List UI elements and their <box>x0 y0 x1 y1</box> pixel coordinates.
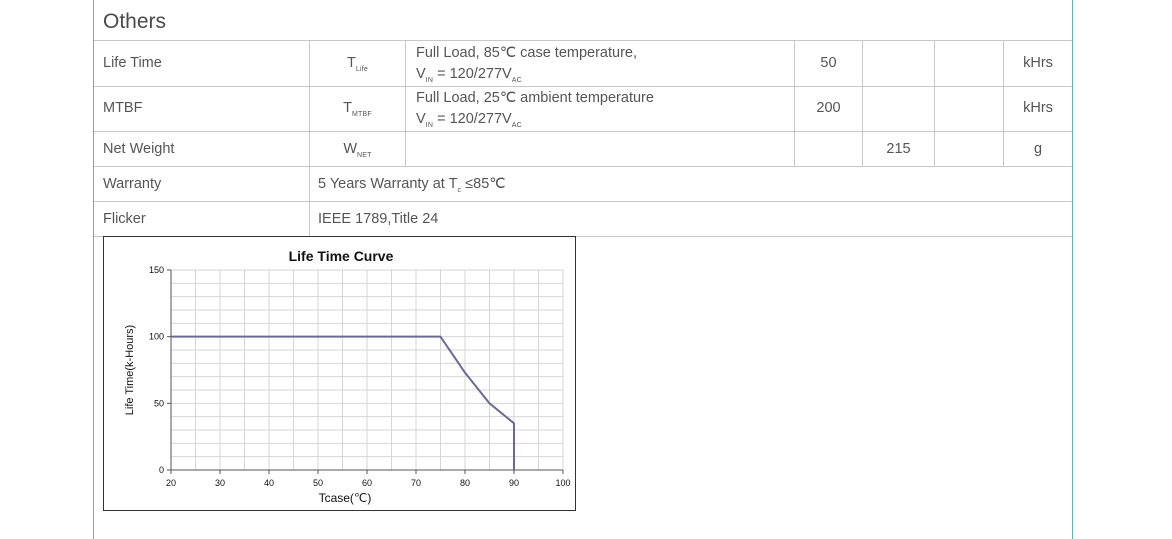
y-tick-label: 100 <box>149 332 164 342</box>
net-weight-param: Net Weight <box>103 141 175 157</box>
row-divider <box>94 236 1072 237</box>
net-weight-typ: 215 <box>886 141 911 157</box>
x-tick-label: 40 <box>264 478 274 488</box>
x-tick-label: 90 <box>509 478 519 488</box>
column-divider <box>1003 40 1004 166</box>
mtbf-condition-line1: Full Load, 25℃ ambient temperature <box>416 90 654 106</box>
row-divider <box>94 131 1072 132</box>
life-time-chart-svg: Life Time Curve 20 30 40 50 60 70 80 90 100 0 50 10… <box>124 248 571 505</box>
row-divider <box>94 86 1072 87</box>
mtbf-unit: kHrs <box>1023 100 1053 116</box>
x-tick-label: 50 <box>313 478 323 488</box>
y-tick-label: 150 <box>149 265 164 275</box>
row-divider <box>94 166 1072 167</box>
flicker-param: Flicker <box>103 211 146 227</box>
life-time-curve-line <box>171 335 515 470</box>
flicker-value: IEEE 1789,Title 24 <box>318 211 439 227</box>
warranty-value: 5 Years Warranty at Tc ≤85℃ <box>318 176 506 194</box>
section-title: Others <box>103 10 167 33</box>
x-tick-label: 30 <box>215 478 225 488</box>
mtbf-symbol: TMTBF <box>343 100 372 118</box>
x-tick-label: 60 <box>362 478 372 488</box>
mtbf-min: 200 <box>816 100 841 116</box>
chart-title: Life Time Curve <box>289 248 394 264</box>
life-time-condition-line2: VIN = 120/277VAC <box>416 66 522 84</box>
x-tick-label: 20 <box>166 478 176 488</box>
column-divider <box>794 40 795 166</box>
net-weight-symbol: WNET <box>343 141 372 159</box>
net-weight-unit: g <box>1033 141 1043 157</box>
life-time-chart: Life Time Curve 20 30 40 50 60 70 80 90 100 0 50 10… <box>103 236 576 511</box>
column-divider <box>405 40 406 166</box>
x-axis-label: Tcase(℃) <box>319 491 372 505</box>
y-axis-label: Life Time(k-Hours) <box>124 325 136 415</box>
life-time-param: Life Time <box>103 55 162 71</box>
x-tick-label: 70 <box>411 478 421 488</box>
mtbf-param: MTBF <box>103 100 143 116</box>
column-divider <box>934 40 935 166</box>
x-tick-label: 100 <box>555 478 570 488</box>
x-tick-label: 80 <box>460 478 470 488</box>
life-time-symbol: TLife <box>347 55 368 73</box>
column-divider <box>862 40 863 166</box>
y-tick-label: 50 <box>154 398 164 408</box>
life-time-condition-line1: Full Load, 85℃ case temperature, <box>416 45 638 61</box>
y-tick-label: 0 <box>159 465 164 475</box>
row-divider <box>94 40 1072 41</box>
life-time-min: 50 <box>820 55 837 71</box>
life-time-unit: kHrs <box>1023 55 1053 71</box>
row-divider <box>94 201 1072 202</box>
column-divider <box>309 40 310 236</box>
content-frame <box>93 0 1073 539</box>
mtbf-condition-line2: VIN = 120/277VAC <box>416 111 522 129</box>
warranty-param: Warranty <box>103 176 162 192</box>
